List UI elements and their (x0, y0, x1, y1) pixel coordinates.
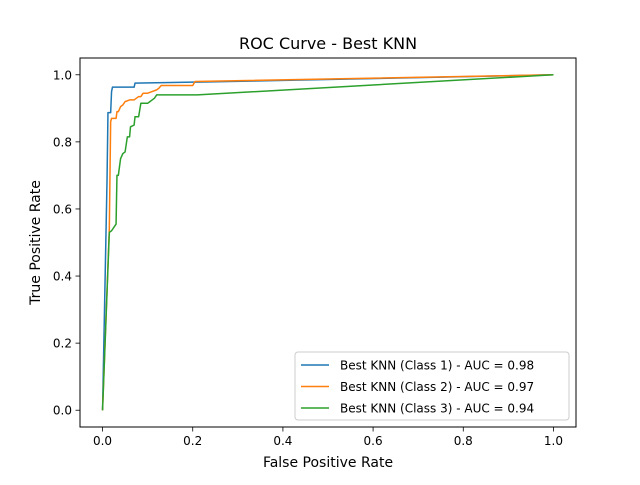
y-tick-label: 0.8 (53, 135, 72, 149)
legend-label-class-1: Best KNN (Class 1) - AUC = 0.98 (340, 359, 534, 373)
series-line-class-2 (101, 74, 554, 411)
x-axis: 0.0 0.2 0.4 0.6 0.8 1.0 (93, 427, 563, 448)
plot-frame (79, 57, 577, 428)
series-layer (101, 74, 554, 411)
legend-label-class-2: Best KNN (Class 2) - AUC = 0.97 (340, 380, 534, 394)
x-tick-label: 0.0 (93, 434, 112, 448)
y-tick-label: 0.2 (53, 337, 72, 351)
legend: Best KNN (Class 1) - AUC = 0.98 Best KNN … (294, 351, 570, 421)
x-tick-label: 0.8 (454, 434, 473, 448)
legend-label-class-3: Best KNN (Class 3) - AUC = 0.94 (340, 402, 534, 416)
x-tick-label: 0.4 (273, 434, 292, 448)
x-tick-label: 0.6 (364, 434, 383, 448)
x-tick-label: 1.0 (544, 434, 563, 448)
y-tick-label: 0.6 (53, 202, 72, 216)
series-line-class-3 (101, 74, 554, 411)
x-axis-label: False Positive Rate (263, 455, 393, 471)
x-tick-label: 0.2 (183, 434, 202, 448)
legend-box (294, 351, 570, 421)
y-tick-label: 0.0 (53, 404, 72, 418)
chart-title: ROC Curve - Best KNN (239, 34, 417, 53)
y-axis-label: True Positive Rate (28, 180, 44, 306)
y-axis: 0.0 0.2 0.4 0.6 0.8 1.0 (53, 68, 80, 418)
y-tick-label: 0.4 (53, 270, 72, 284)
y-tick-label: 1.0 (53, 68, 72, 82)
